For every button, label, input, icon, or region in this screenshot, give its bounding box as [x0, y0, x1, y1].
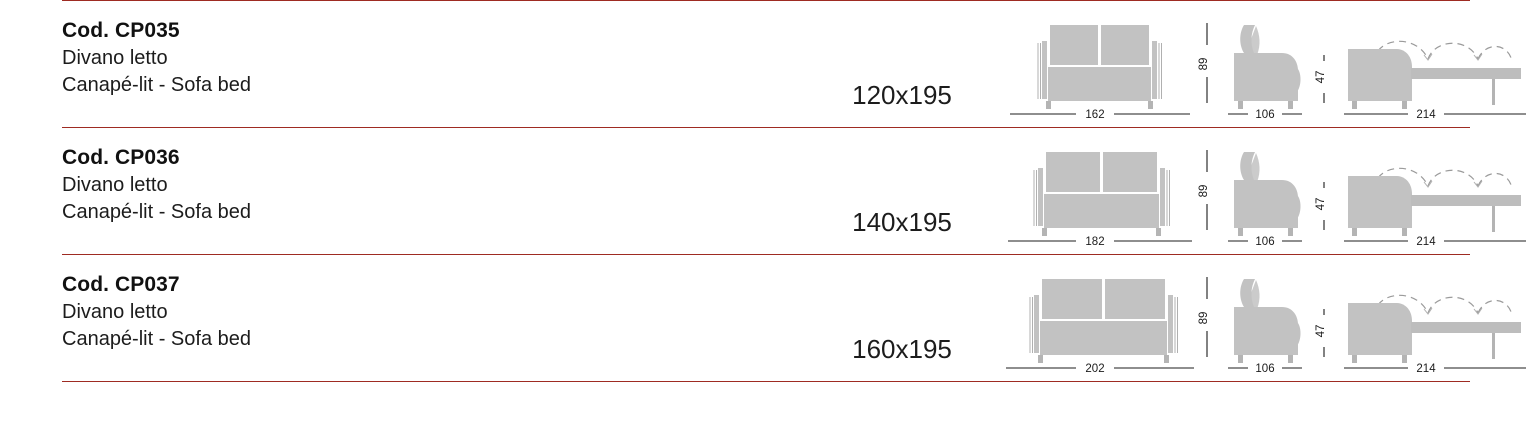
side-view-svg: 89 47 — [1198, 23, 1327, 119]
sofa-body-shape — [1348, 49, 1412, 109]
mattress-size-cell: 140x195 — [802, 128, 1002, 254]
front-view-svg: 202 — [1006, 279, 1194, 373]
bed-platform-shape — [1411, 195, 1521, 232]
product-info: Cod. CP037 Divano letto Canapé-lit - Sof… — [62, 255, 802, 381]
side-view-diagram: 89 47 — [1198, 269, 1340, 373]
sofa-height-dimension: 89 — [1198, 23, 1210, 103]
table-row[interactable]: Cod. CP037 Divano letto Canapé-lit - Sof… — [62, 255, 1526, 381]
bed-open-diagram: 214 — [1340, 142, 1530, 246]
bed-length-dimension: 214 — [1344, 236, 1526, 246]
divider-top — [62, 0, 1470, 1]
front-width-dimension: 162 — [1010, 109, 1190, 119]
table-row[interactable]: Cod. CP036 Divano letto Canapé-lit - Sof… — [62, 128, 1526, 254]
divider-row-2 — [62, 254, 1470, 255]
bed-length-label: 214 — [1416, 109, 1436, 119]
product-info: Cod. CP035 Divano letto Canapé-lit - Sof… — [62, 1, 802, 127]
bed-open-svg: 214 — [1344, 40, 1526, 119]
seat-height-label: 47 — [1315, 325, 1327, 338]
product-description-fr: Canapé-lit - Sofa bed — [62, 327, 252, 350]
bed-length-label: 214 — [1416, 236, 1436, 246]
sofa-side-shape — [1234, 279, 1301, 363]
side-depth-label: 106 — [1255, 363, 1274, 373]
sofa-front-shape — [1029, 279, 1178, 363]
unfold-motion-arcs — [1377, 294, 1513, 316]
front-view-diagram: 202 — [1002, 269, 1198, 373]
side-view-diagram: 89 47 — [1198, 15, 1340, 119]
dimension-diagrams: 162 89 — [1002, 1, 1530, 127]
product-description-fr: Canapé-lit - Sofa bed — [62, 73, 252, 96]
bed-open-svg: 214 — [1344, 167, 1526, 246]
mattress-size: 120x195 — [852, 80, 952, 110]
bed-length-label: 214 — [1416, 363, 1436, 373]
product-code: Cod. CP035 — [62, 19, 180, 42]
front-view-svg: 182 — [1008, 152, 1192, 246]
side-height-label: 89 — [1198, 58, 1210, 71]
sofa-height-dimension: 89 — [1198, 150, 1210, 230]
product-description-fr: Canapé-lit - Sofa bed — [62, 200, 252, 223]
side-depth-label: 106 — [1255, 236, 1274, 246]
side-depth-dimension: 106 — [1228, 363, 1302, 373]
side-view-svg: 89 47 — [1198, 150, 1327, 246]
side-view-svg: 89 47 — [1198, 277, 1327, 373]
dimension-diagrams: 182 89 — [1002, 128, 1530, 254]
side-depth-dimension: 106 — [1228, 109, 1302, 119]
mattress-size: 140x195 — [852, 207, 952, 237]
bed-platform-shape — [1411, 322, 1521, 359]
sofa-side-shape — [1234, 152, 1301, 236]
front-width-label: 162 — [1085, 109, 1104, 119]
front-width-dimension: 202 — [1006, 363, 1194, 373]
front-view-svg: 162 — [1010, 25, 1190, 119]
front-width-dimension: 182 — [1008, 236, 1192, 246]
bed-length-dimension: 214 — [1344, 363, 1526, 373]
side-height-label: 89 — [1198, 185, 1210, 198]
front-width-label: 182 — [1085, 236, 1104, 246]
front-view-diagram: 182 — [1002, 142, 1198, 246]
product-description-it: Divano letto — [62, 173, 168, 196]
side-depth-dimension: 106 — [1228, 236, 1302, 246]
mattress-size-cell: 120x195 — [802, 1, 1002, 127]
unfold-motion-arcs — [1377, 40, 1513, 62]
mattress-size: 160x195 — [852, 334, 952, 364]
product-description-it: Divano letto — [62, 46, 168, 69]
front-width-label: 202 — [1085, 363, 1104, 373]
dimension-diagrams: 202 89 — [1002, 255, 1530, 381]
bed-open-diagram: 214 — [1340, 269, 1530, 373]
seat-height-dimension: 47 — [1315, 182, 1327, 230]
product-code: Cod. CP037 — [62, 273, 180, 296]
product-info: Cod. CP036 Divano letto Canapé-lit - Sof… — [62, 128, 802, 254]
divider-row-1 — [62, 127, 1470, 128]
side-height-label: 89 — [1198, 312, 1210, 325]
side-view-diagram: 89 47 — [1198, 142, 1340, 246]
seat-height-dimension: 47 — [1315, 309, 1327, 357]
table-row[interactable]: Cod. CP035 Divano letto Canapé-lit - Sof… — [62, 1, 1526, 127]
bed-open-diagram: 214 — [1340, 15, 1530, 119]
sofa-height-dimension: 89 — [1198, 277, 1210, 357]
product-code: Cod. CP036 — [62, 146, 180, 169]
divider-bottom — [62, 381, 1470, 382]
front-view-diagram: 162 — [1002, 15, 1198, 119]
bed-open-svg: 214 — [1344, 294, 1526, 373]
sofa-front-shape — [1033, 152, 1170, 236]
mattress-size-cell: 160x195 — [802, 255, 1002, 381]
sofa-body-shape — [1348, 303, 1412, 363]
seat-height-label: 47 — [1315, 198, 1327, 211]
bed-platform-shape — [1411, 68, 1521, 105]
bed-length-dimension: 214 — [1344, 109, 1526, 119]
sofa-front-shape — [1037, 25, 1162, 109]
product-description-it: Divano letto — [62, 300, 168, 323]
seat-height-label: 47 — [1315, 71, 1327, 84]
sofa-body-shape — [1348, 176, 1412, 236]
side-depth-label: 106 — [1255, 109, 1274, 119]
sofa-side-shape — [1234, 25, 1301, 109]
seat-height-dimension: 47 — [1315, 55, 1327, 103]
unfold-motion-arcs — [1377, 167, 1513, 189]
